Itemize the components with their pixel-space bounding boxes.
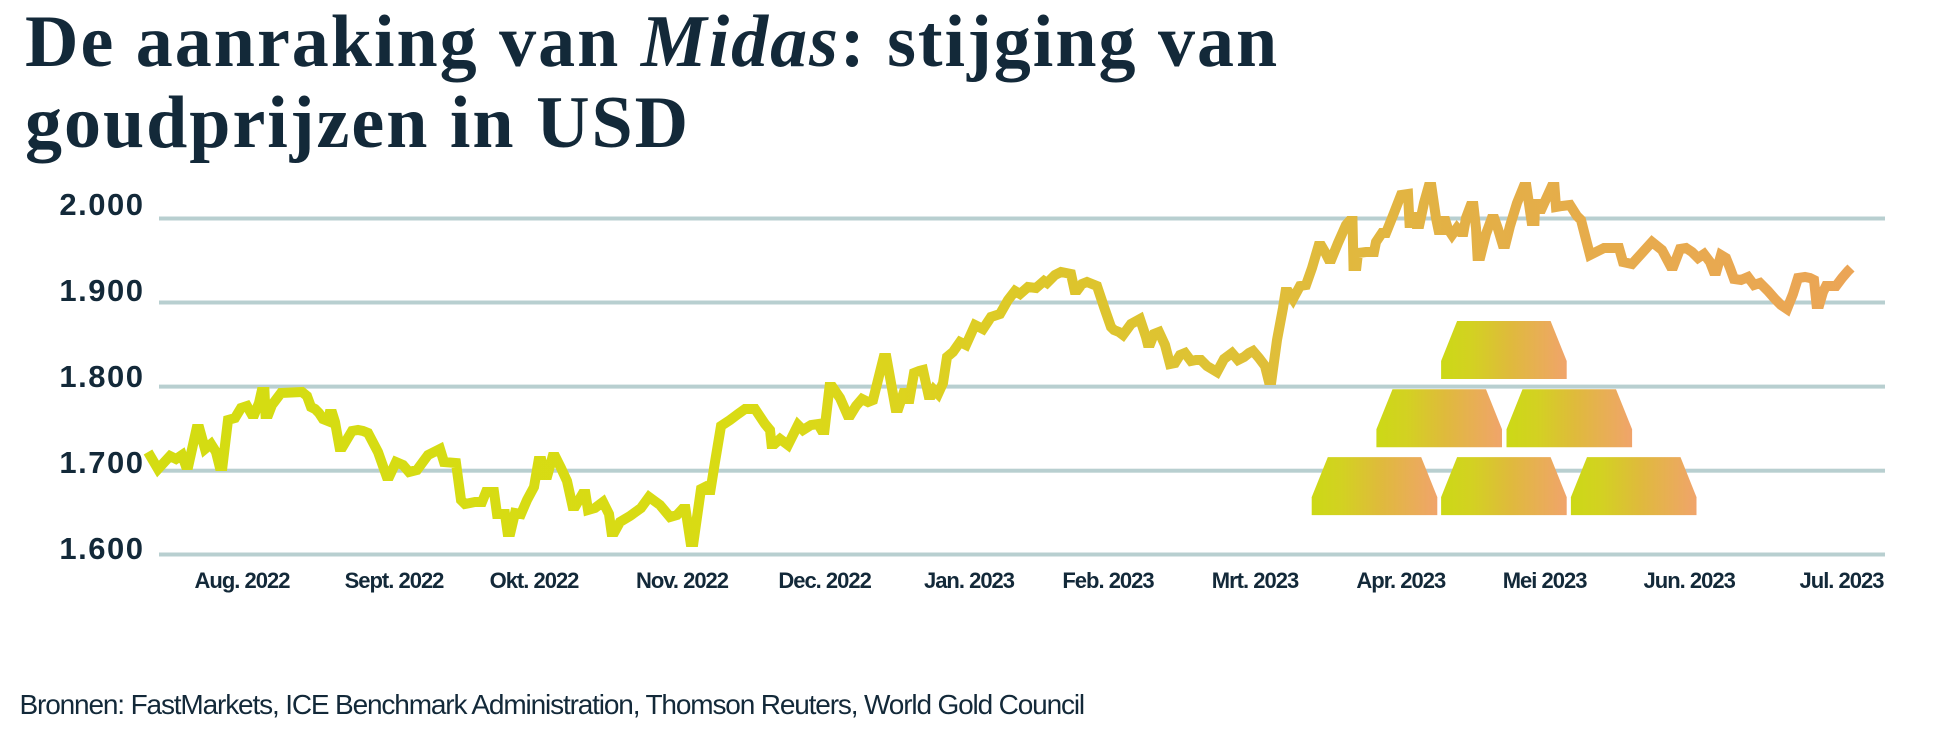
- svg-text:Dec. 2022: Dec. 2022: [778, 568, 871, 593]
- svg-text:De aanraking van Midas: stijgi: De aanraking van Midas: stijging van: [25, 1, 1279, 83]
- svg-text:Feb. 2023: Feb. 2023: [1062, 568, 1154, 593]
- svg-text:Nov. 2022: Nov. 2022: [636, 568, 729, 593]
- svg-text:Apr. 2023: Apr. 2023: [1356, 568, 1446, 593]
- svg-text:1.600: 1.600: [59, 531, 144, 566]
- svg-text:1.900: 1.900: [59, 273, 144, 308]
- svg-text:Okt. 2022: Okt. 2022: [490, 568, 580, 593]
- svg-text:goudprijzen in USD: goudprijzen in USD: [25, 82, 690, 164]
- svg-text:Jan. 2023: Jan. 2023: [924, 568, 1015, 593]
- svg-text:Mei 2023: Mei 2023: [1503, 568, 1587, 593]
- svg-text:Jul. 2023: Jul. 2023: [1800, 568, 1885, 593]
- svg-text:Bronnen: FastMarkets, ICE Benc: Bronnen: FastMarkets, ICE Benchmark Admi…: [20, 689, 1085, 720]
- svg-text:Jun. 2023: Jun. 2023: [1644, 568, 1736, 593]
- svg-text:1.800: 1.800: [59, 359, 144, 394]
- svg-text:Mrt. 2023: Mrt. 2023: [1212, 568, 1299, 593]
- svg-text:Sept. 2022: Sept. 2022: [345, 568, 445, 593]
- svg-text:2.000: 2.000: [59, 187, 144, 222]
- svg-text:1.700: 1.700: [59, 445, 144, 480]
- svg-text:Aug. 2022: Aug. 2022: [195, 568, 291, 593]
